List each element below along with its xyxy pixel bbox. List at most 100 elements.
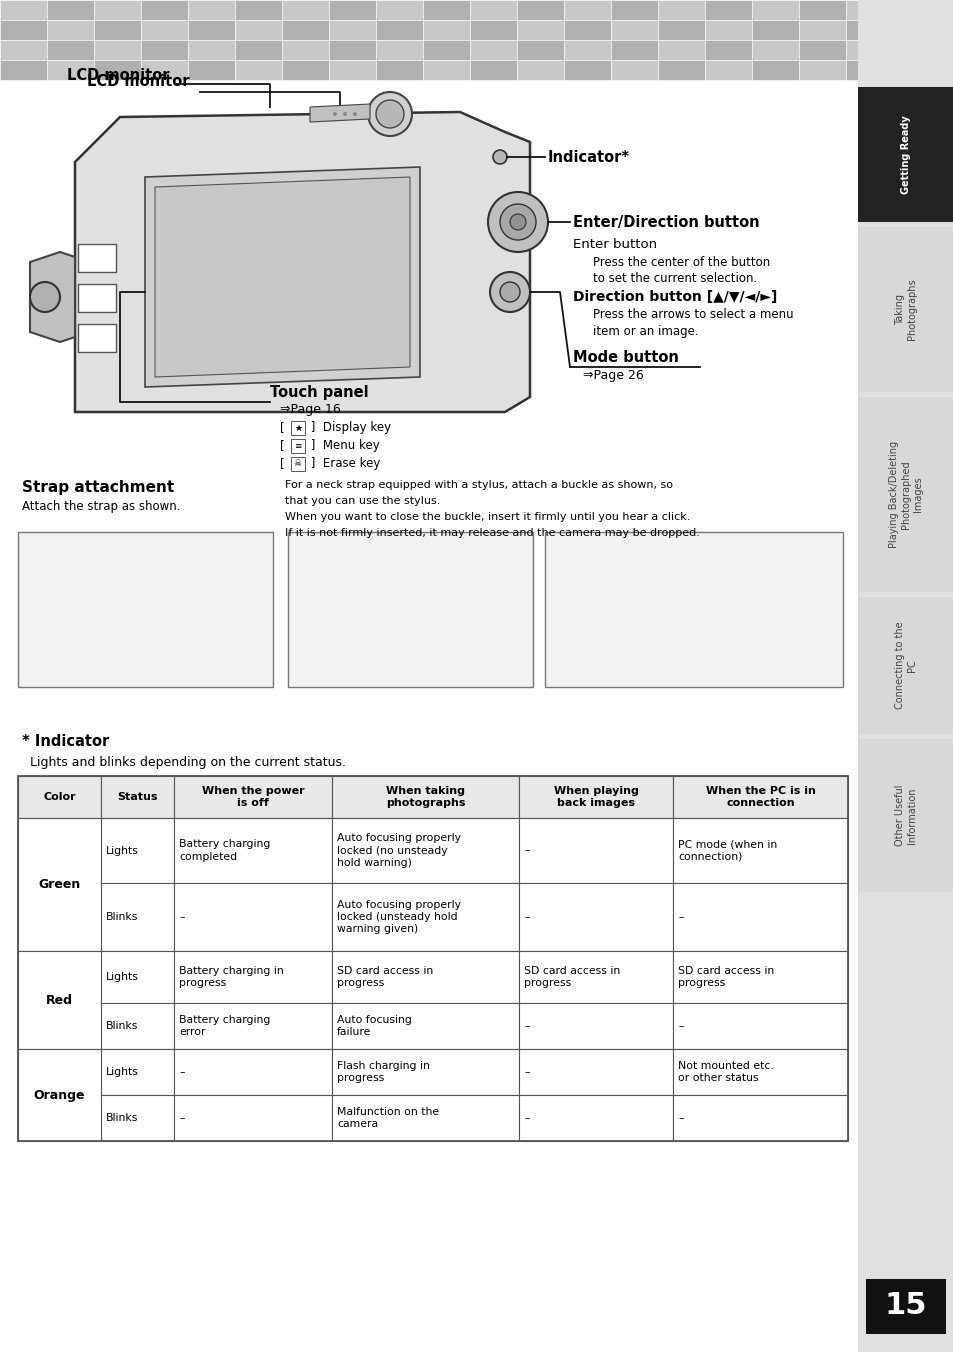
Bar [799,20,845,41]
Circle shape [510,214,525,230]
Bar [282,41,329,59]
Text: Attach the strap as shown.: Attach the strap as shown. [22,500,180,512]
Text: Battery charging
error: Battery charging error [179,1015,270,1037]
Bar [865,1279,945,1334]
Text: –: – [523,1067,529,1078]
Bar [141,59,188,80]
Text: –: – [523,1021,529,1032]
Text: Lights: Lights [106,1067,139,1078]
Polygon shape [154,177,410,377]
Text: Lights: Lights [106,972,139,982]
Bar [517,20,563,41]
Circle shape [375,100,403,128]
Bar [892,59,939,80]
Bar [375,41,422,59]
Bar [939,0,953,20]
Text: When you want to close the buckle, insert it firmly until you hear a click.: When you want to close the buckle, inser… [285,512,690,522]
Bar [517,59,563,80]
Text: Connecting to the
PC: Connecting to the PC [894,622,916,710]
Bar [78,284,116,312]
Text: –: – [678,1021,682,1032]
Bar [939,41,953,59]
Circle shape [333,112,336,116]
Bar [101,818,173,883]
Bar [188,41,234,59]
Bar [18,950,101,1049]
Bar [672,818,847,883]
Text: –: – [678,1113,682,1124]
Bar [329,59,375,80]
Bar [517,0,563,20]
Text: Lights: Lights [106,845,139,856]
Bar [672,883,847,950]
Text: Press the arrows to select a menu: Press the arrows to select a menu [593,308,793,322]
Text: Touch panel: Touch panel [270,384,368,399]
Bar [610,20,658,41]
Bar [141,41,188,59]
Bar [291,439,305,453]
Text: SD card access in
progress: SD card access in progress [678,965,774,988]
Polygon shape [30,251,75,342]
Text: For a neck strap equipped with a stylus, attach a buckle as shown, so: For a neck strap equipped with a stylus,… [285,480,672,489]
Bar [78,324,116,352]
Bar [892,20,939,41]
Bar [857,87,953,222]
Bar [332,1003,518,1049]
Bar [799,0,845,20]
Text: [: [ [280,457,288,470]
Bar [18,818,101,950]
Text: Status: Status [117,792,157,802]
Text: Blinks: Blinks [106,913,138,922]
Bar [101,1003,173,1049]
Bar [518,818,672,883]
Text: Color: Color [43,792,75,802]
Bar [141,20,188,41]
Circle shape [499,283,519,301]
Bar [94,20,141,41]
Bar [47,41,94,59]
Bar [188,0,234,20]
Circle shape [353,112,356,116]
Bar [672,950,847,1003]
Text: Direction button [▲/▼/◄/►]: Direction button [▲/▼/◄/►] [573,289,777,304]
Bar [332,883,518,950]
Bar [892,0,939,20]
Text: Battery charging
completed: Battery charging completed [179,840,270,861]
Text: Mode button: Mode button [573,350,679,365]
Bar [751,41,799,59]
Bar [518,950,672,1003]
Text: ]  Display key: ] Display key [307,422,391,434]
Bar [422,20,470,41]
Bar [658,20,704,41]
Bar [234,59,282,80]
Bar [0,59,47,80]
Bar [857,740,953,892]
Bar [332,1049,518,1095]
Bar [329,41,375,59]
Bar [857,0,953,1352]
Bar [518,883,672,950]
Bar [857,598,953,734]
Text: –: – [523,845,529,856]
Text: ≡: ≡ [294,442,301,450]
Circle shape [368,92,412,137]
Bar [892,41,939,59]
Text: Red: Red [46,994,73,1006]
Bar [282,20,329,41]
Bar [101,1095,173,1141]
Bar [188,20,234,41]
Text: Getting Ready: Getting Ready [900,115,910,193]
Bar [329,20,375,41]
Text: If it is not firmly inserted, it may release and the camera may be dropped.: If it is not firmly inserted, it may rel… [285,529,700,538]
Polygon shape [75,112,530,412]
Bar [18,776,101,818]
Bar [422,0,470,20]
Text: –: – [179,1113,184,1124]
Text: Blinks: Blinks [106,1021,138,1032]
Bar [291,457,305,470]
Text: PC mode (when in
connection): PC mode (when in connection) [678,840,777,861]
Text: Other Useful
Information: Other Useful Information [894,784,916,846]
Text: Enter/Direction button: Enter/Direction button [573,215,759,230]
Text: –: – [179,1067,184,1078]
Bar [18,531,273,687]
